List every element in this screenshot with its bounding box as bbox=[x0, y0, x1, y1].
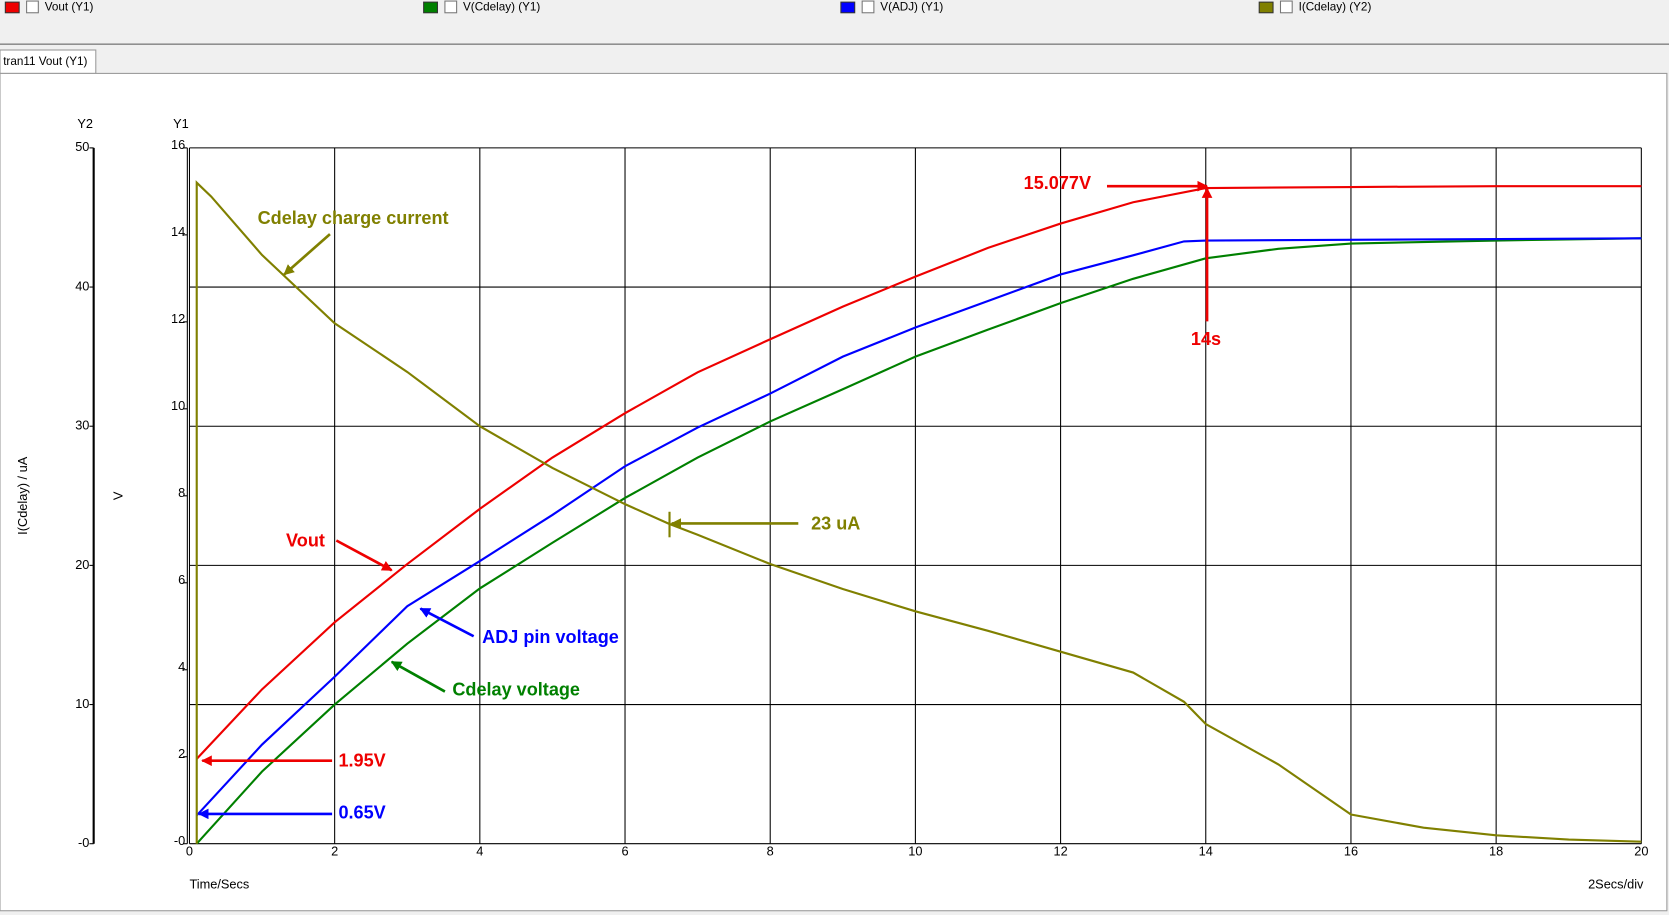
legend-label: Vout (Y1) bbox=[45, 1, 94, 14]
y-tick-label: 6 bbox=[178, 572, 185, 587]
y-tick-label: 2 bbox=[178, 746, 185, 761]
series-line bbox=[195, 180, 1642, 844]
legend-swatch bbox=[1258, 1, 1274, 14]
x-tick-label: 10 bbox=[908, 844, 922, 859]
x-tick-label: 18 bbox=[1489, 844, 1503, 859]
annotation: Vout bbox=[286, 530, 325, 550]
y2-tick-label: 40 bbox=[75, 278, 89, 293]
plot-panel bbox=[0, 72, 1668, 912]
legend-checkbox[interactable] bbox=[444, 0, 458, 14]
x-tick-label: 0 bbox=[186, 844, 193, 859]
annotation-arrow bbox=[390, 660, 446, 693]
series-line bbox=[195, 237, 1642, 845]
series-line bbox=[195, 237, 1642, 817]
annotation-arrow bbox=[283, 233, 331, 276]
x-axis-label: Time/Secs bbox=[189, 877, 249, 892]
x-tick-label: 20 bbox=[1634, 844, 1648, 859]
y-tick-label: 8 bbox=[178, 485, 185, 500]
y-tick-label: 14 bbox=[171, 224, 185, 239]
annotation: 0.65V bbox=[338, 803, 385, 823]
legend-checkbox[interactable] bbox=[861, 0, 875, 14]
x-tick-label: 6 bbox=[621, 844, 628, 859]
legend-bar bbox=[0, 0, 1669, 44]
x-tick-label: 2 bbox=[331, 844, 338, 859]
y2-tick-label: -0 bbox=[78, 835, 89, 850]
annotation: 23 uA bbox=[811, 513, 860, 533]
y2-axis-name: Y2 bbox=[77, 116, 93, 131]
y2-axis-label: I(Cdelay) / uA bbox=[15, 456, 30, 535]
annotation-arrow bbox=[335, 539, 393, 572]
annotation-arrow bbox=[419, 607, 475, 638]
y-tick-label: 10 bbox=[171, 398, 185, 413]
legend-checkbox[interactable] bbox=[26, 0, 39, 14]
x-tick-label: 4 bbox=[476, 844, 483, 859]
legend-label: V(Cdelay) (Y1) bbox=[463, 1, 540, 14]
series-line bbox=[195, 185, 1642, 760]
y2-tick-label: 20 bbox=[75, 557, 89, 572]
x-tick-label: 8 bbox=[767, 844, 774, 859]
annotation: Cdelay charge current bbox=[258, 208, 449, 228]
tab-label: tran11 Vout (Y1) bbox=[3, 55, 87, 68]
annotation: ADJ pin voltage bbox=[482, 627, 619, 647]
legend-checkbox[interactable] bbox=[1279, 0, 1293, 14]
y2-tick-label: 30 bbox=[75, 418, 89, 433]
y2-tick-label: 50 bbox=[75, 139, 89, 154]
annotation: Cdelay voltage bbox=[452, 679, 580, 699]
y2-tick-label: 10 bbox=[75, 696, 89, 711]
x-tick-label: 12 bbox=[1053, 844, 1067, 859]
y-tick-label: 12 bbox=[171, 311, 185, 326]
y-axis-name: Y1 bbox=[173, 116, 189, 131]
legend-swatch bbox=[423, 1, 439, 14]
legend-swatch bbox=[840, 1, 856, 14]
legend-swatch bbox=[4, 1, 20, 14]
x-tick-label: 16 bbox=[1344, 844, 1358, 859]
x-scale-label: 2Secs/div bbox=[1588, 877, 1644, 892]
y-tick-label: -0 bbox=[174, 833, 185, 848]
legend-label: V(ADJ) (Y1) bbox=[880, 1, 943, 14]
legend-label: I(Cdelay) (Y2) bbox=[1299, 1, 1372, 14]
annotation: 15.077V bbox=[1024, 173, 1091, 193]
annotation: 14s bbox=[1191, 329, 1221, 349]
y-tick-label: 4 bbox=[178, 659, 185, 674]
y-tick-label: 16 bbox=[171, 137, 185, 152]
annotation: 1.95V bbox=[338, 751, 385, 771]
x-tick-label: 14 bbox=[1199, 844, 1213, 859]
y-axis-label: V bbox=[111, 491, 126, 500]
